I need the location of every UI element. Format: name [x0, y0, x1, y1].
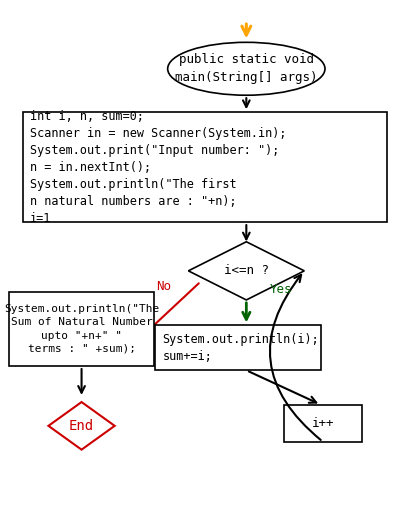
Ellipse shape	[167, 42, 324, 95]
Text: System.out.println(i);
sum+=i;: System.out.println(i); sum+=i;	[162, 333, 319, 363]
Text: No: No	[156, 280, 171, 293]
Text: End: End	[69, 419, 94, 433]
Polygon shape	[188, 242, 304, 300]
Text: i++: i++	[311, 417, 333, 430]
Text: Yes: Yes	[270, 284, 292, 296]
FancyBboxPatch shape	[283, 405, 361, 442]
FancyBboxPatch shape	[23, 112, 386, 222]
Polygon shape	[48, 402, 114, 450]
Text: i<=n ?: i<=n ?	[223, 264, 268, 277]
FancyBboxPatch shape	[155, 325, 320, 370]
Text: System.out.println("The
Sum of Natural Number
upto "+n+" "
terms : " +sum);: System.out.println("The Sum of Natural N…	[4, 304, 159, 354]
Text: public static void
main(String[] args): public static void main(String[] args)	[175, 53, 317, 84]
Text: int i, n, sum=0;
Scanner in = new Scanner(System.in);
System.out.print("Input nu: int i, n, sum=0; Scanner in = new Scanne…	[30, 110, 286, 225]
FancyBboxPatch shape	[9, 292, 154, 366]
